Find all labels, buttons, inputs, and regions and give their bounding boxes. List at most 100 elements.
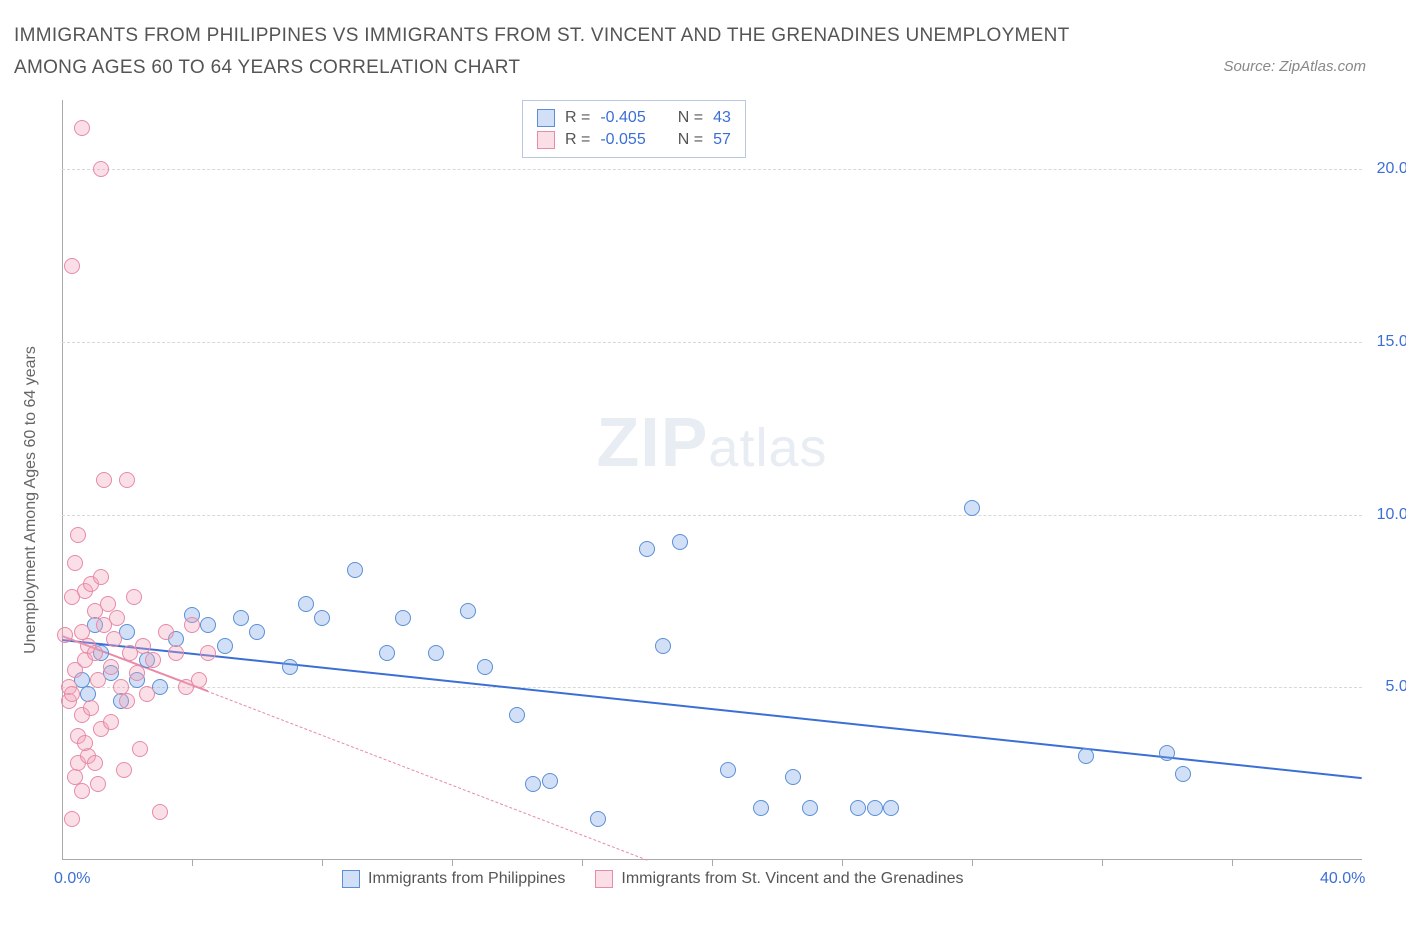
- data-point: [116, 762, 132, 778]
- legend-stat-row: R =-0.405N =43: [537, 107, 731, 129]
- y-axis-label: Unemployment Among Ages 60 to 64 years: [22, 346, 40, 654]
- data-point: [87, 645, 103, 661]
- y-tick-label: 5.0%: [1386, 678, 1406, 696]
- data-point: [217, 638, 233, 654]
- data-point: [867, 800, 883, 816]
- data-point: [395, 610, 411, 626]
- watermark-atlas: atlas: [708, 417, 827, 479]
- data-point: [90, 776, 106, 792]
- stat-r-value: -0.055: [600, 131, 645, 149]
- data-point: [802, 800, 818, 816]
- grid-line: [62, 687, 1362, 688]
- y-tick-label: 10.0%: [1377, 506, 1406, 524]
- data-point: [477, 659, 493, 675]
- stat-r-value: -0.405: [600, 109, 645, 127]
- data-point: [139, 686, 155, 702]
- legend-stat-row: R = -0.055 N = 57: [537, 129, 731, 151]
- bottom-legend: Immigrants from Philippines Immigrants fr…: [342, 870, 964, 888]
- legend-swatch: [537, 109, 555, 127]
- data-point: [282, 659, 298, 675]
- stat-n-value: 43: [713, 109, 731, 127]
- data-point: [168, 645, 184, 661]
- data-point: [90, 672, 106, 688]
- stat-n-label: N =: [678, 109, 703, 127]
- x-tick-mark: [322, 860, 323, 866]
- data-point: [83, 700, 99, 716]
- legend-item: Immigrants from St. Vincent and the Gren…: [595, 870, 963, 888]
- data-point: [77, 735, 93, 751]
- data-point: [655, 638, 671, 654]
- data-point: [314, 610, 330, 626]
- data-point: [542, 773, 558, 789]
- data-point: [158, 624, 174, 640]
- grid-line: [62, 342, 1362, 343]
- data-point: [785, 769, 801, 785]
- x-tick-mark: [192, 860, 193, 866]
- data-point: [132, 741, 148, 757]
- data-point: [590, 811, 606, 827]
- data-point: [119, 472, 135, 488]
- data-point: [191, 672, 207, 688]
- data-point: [883, 800, 899, 816]
- data-point: [129, 665, 145, 681]
- data-point: [64, 258, 80, 274]
- legend-label: Immigrants from Philippines: [368, 870, 565, 888]
- data-point: [460, 603, 476, 619]
- watermark: ZIPatlas: [597, 402, 828, 482]
- data-point: [96, 472, 112, 488]
- data-point: [145, 652, 161, 668]
- x-tick-mark: [1232, 860, 1233, 866]
- data-point: [509, 707, 525, 723]
- data-point: [74, 120, 90, 136]
- data-point: [70, 527, 86, 543]
- data-point: [347, 562, 363, 578]
- chart-container: Unemployment Among Ages 60 to 64 years Z…: [52, 100, 1372, 880]
- stat-n-label: N =: [678, 131, 703, 149]
- x-tick-mark: [452, 860, 453, 866]
- data-point: [103, 714, 119, 730]
- y-tick-label: 15.0%: [1377, 333, 1406, 351]
- data-point: [152, 804, 168, 820]
- legend-stats-box: R = -0.405 N = 43 R = -0.055 N = 57: [522, 100, 746, 158]
- x-tick-mark: [712, 860, 713, 866]
- x-tick-mark: [1102, 860, 1103, 866]
- x-tick-mark: [972, 860, 973, 866]
- stat-n-value: 57: [713, 131, 731, 149]
- legend-swatch: [342, 870, 360, 888]
- data-point: [93, 161, 109, 177]
- x-tick-label: 40.0%: [1320, 870, 1365, 888]
- data-point: [639, 541, 655, 557]
- data-point: [93, 569, 109, 585]
- data-point: [1078, 748, 1094, 764]
- data-point: [298, 596, 314, 612]
- data-point: [200, 617, 216, 633]
- grid-line: [62, 515, 1362, 516]
- data-point: [249, 624, 265, 640]
- data-point: [184, 617, 200, 633]
- chart-title: IMMIGRANTS FROM PHILIPPINES VS IMMIGRANT…: [14, 20, 1114, 85]
- data-point: [379, 645, 395, 661]
- stat-r-label: R =: [565, 131, 590, 149]
- plot-area: ZIPatlas R =-0.405N =43R =-0.055N =57 Im…: [62, 100, 1362, 860]
- legend-label: Immigrants from St. Vincent and the Gren…: [621, 870, 963, 888]
- data-point: [720, 762, 736, 778]
- data-point: [753, 800, 769, 816]
- data-point: [64, 686, 80, 702]
- x-tick-mark: [582, 860, 583, 866]
- data-point: [103, 659, 119, 675]
- data-point: [672, 534, 688, 550]
- data-point: [106, 631, 122, 647]
- x-tick-mark: [842, 860, 843, 866]
- data-point: [964, 500, 980, 516]
- data-point: [850, 800, 866, 816]
- data-point: [74, 783, 90, 799]
- data-point: [109, 610, 125, 626]
- data-point: [233, 610, 249, 626]
- data-point: [428, 645, 444, 661]
- y-axis-line: [62, 100, 63, 860]
- data-point: [57, 627, 73, 643]
- data-point: [67, 555, 83, 571]
- data-point: [64, 811, 80, 827]
- source-label: Source: ZipAtlas.com: [1223, 58, 1366, 75]
- watermark-zip: ZIP: [597, 402, 709, 482]
